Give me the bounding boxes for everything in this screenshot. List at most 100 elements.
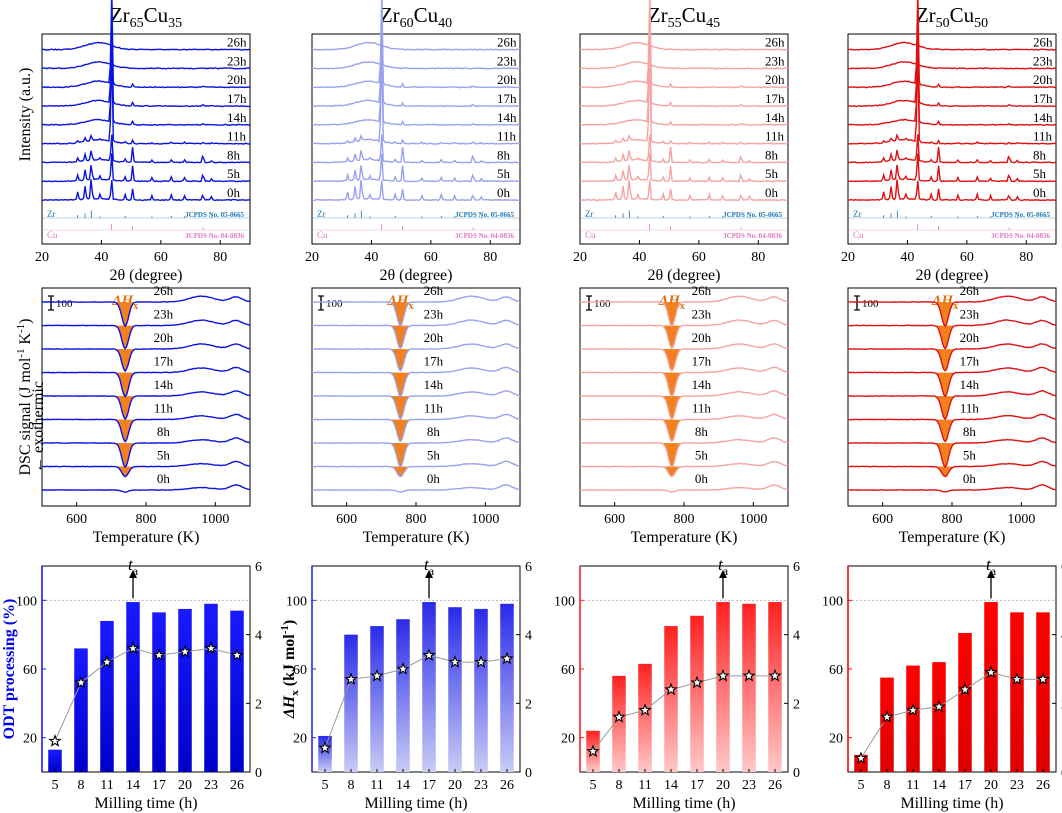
dsc-trace-label-8h: 8h	[695, 424, 709, 439]
ta-label-sub: a	[723, 564, 729, 578]
xrd-xlabel: 2θ (degree)	[648, 267, 721, 284]
dsc-trace-label-0h: 0h	[427, 471, 441, 486]
odt-bar-5	[48, 749, 62, 772]
xrd-xlabel: 2θ (degree)	[110, 267, 183, 284]
xrd-tick-label: 80	[213, 250, 227, 265]
title-element-2: Cu	[144, 3, 169, 27]
bar-category-label: 26	[1036, 778, 1050, 793]
title-sub-2: 35	[168, 16, 182, 31]
xrd-trace-label-8h: 8h	[497, 147, 511, 162]
xrd-trace-0h	[848, 179, 1057, 202]
xrd-trace-label-8h: 8h	[765, 147, 779, 162]
xrd-trace-20h	[311, 0, 521, 89]
delta-hx-marker-17	[958, 682, 972, 696]
title-sub-2: 45	[706, 16, 720, 31]
dsc-trace-0h	[311, 484, 520, 493]
delta-hx-marker-11	[638, 703, 652, 716]
dsc-tick-label: 1000	[471, 512, 499, 527]
bar-right-tick-label: 6	[255, 560, 262, 575]
zr-ref-card: JCPDS No. 05-0665	[455, 211, 514, 219]
dsc-trace-label-11h: 11h	[424, 401, 444, 416]
dsc-tick-label: 600	[604, 512, 625, 527]
bar-left-tick-label: 60	[829, 663, 843, 678]
dsc-trace-label-5h: 5h	[427, 448, 441, 463]
bar-category-label: 17	[690, 778, 704, 793]
delta-hx-marker-23	[742, 668, 756, 682]
xrd-trace-label-26h: 26h	[765, 35, 785, 50]
ta-label-main: t	[424, 555, 430, 574]
dsc-trace-label-0h: 0h	[963, 471, 977, 486]
bar-category-label: 26	[230, 778, 244, 793]
delta-hx-marker-20	[448, 655, 462, 668]
xrd-trace-label-14h: 14h	[765, 110, 785, 125]
odt-bar-5	[854, 754, 868, 772]
odt-bar-17	[690, 615, 704, 772]
xrd-trace-label-0h: 0h	[1033, 185, 1047, 200]
delta-hx-marker-14	[932, 699, 946, 713]
dsc-trace-26h	[579, 295, 789, 328]
dsc-trace-label-17h: 17h	[424, 354, 444, 369]
dsc-trace-20h	[312, 343, 521, 372]
dsc-trace-11h	[579, 413, 789, 443]
dsc-peak-label-sub: x	[408, 301, 413, 312]
odt-bar-20	[716, 602, 730, 772]
dsc-ylabel: DSC signal (J mol-1 K-1)	[15, 318, 34, 475]
dsc-trace-26h	[312, 295, 521, 328]
dsc-scale-label: 100	[862, 298, 879, 310]
delta-hx-marker-11	[370, 668, 384, 682]
xrd-trace-label-11h: 11h	[227, 129, 247, 144]
dsc-trace-11h	[41, 413, 251, 443]
xrd-trace-label-5h: 5h	[765, 166, 779, 181]
xrd-trace-label-17h: 17h	[765, 91, 785, 106]
bar-xlabel: Milling time (h)	[900, 795, 1003, 812]
xrd-trace-23h	[41, 60, 251, 70]
xrd-trace-17h	[41, 9, 251, 108]
xrd-trace-label-17h: 17h	[497, 91, 517, 106]
bar-right-tick-label: 0	[525, 766, 532, 781]
dsc-frame	[41, 287, 251, 507]
bar-right-tick-label: 0	[793, 766, 800, 781]
dsc-trace-label-20h: 20h	[692, 330, 712, 345]
cu-ref-name: Cu	[47, 230, 58, 240]
odt-bar-17	[152, 612, 166, 772]
xrd-trace-5h	[847, 153, 1057, 183]
zr-ref-name: Zr	[317, 209, 326, 219]
title-sub-1: 60	[400, 16, 414, 31]
xrd-trace-label-20h: 20h	[1033, 72, 1053, 87]
xrd-trace-label-20h: 20h	[227, 72, 247, 87]
xrd-ylabel: Intensity (a.u.)	[17, 68, 34, 162]
bar-right-ylabel-sub: x	[289, 690, 301, 696]
dsc-trace-label-23h: 23h	[960, 307, 980, 322]
odt-bar-26	[230, 610, 244, 772]
bar-panel: 20 60 100 0 2 4 6 5 8 11 14 17 20 23 26 ta Milling time …	[554, 555, 800, 812]
bar-right-tick-label: 4	[793, 629, 800, 644]
dsc-trace-label-26h: 26h	[960, 283, 980, 298]
delta-hx-marker-23	[474, 655, 488, 668]
dsc-trace-20h	[42, 343, 251, 373]
xrd-trace-17h	[311, 10, 521, 108]
dsc-trace-0h	[579, 484, 789, 493]
xrd-trace-14h	[580, 29, 789, 126]
xrd-tick-label: 20	[305, 250, 319, 265]
bar-category-label: 11	[638, 778, 651, 793]
ta-label-sub: a	[429, 564, 435, 578]
delta-hx-marker-26	[1036, 672, 1050, 686]
dsc-trace-label-8h: 8h	[963, 424, 977, 439]
dsc-trace-5h	[311, 460, 521, 478]
dsc-trace-8h	[312, 437, 521, 469]
dsc-trace-label-17h: 17h	[154, 354, 174, 369]
bar-category-label: 8	[616, 778, 623, 793]
bar-category-label: 17	[958, 778, 972, 793]
dsc-tick-label: 1000	[1007, 512, 1035, 527]
title-sub-1: 65	[130, 16, 144, 31]
bar-category-label: 8	[348, 778, 355, 793]
xrd-trace-label-17h: 17h	[1033, 91, 1053, 106]
xrd-trace-label-14h: 14h	[1033, 110, 1053, 125]
bar-left-tick-label: 100	[16, 594, 37, 609]
dsc-trace-label-26h: 26h	[692, 283, 712, 298]
dsc-trace-23h	[579, 319, 789, 350]
bar-category-label: 8	[78, 778, 85, 793]
